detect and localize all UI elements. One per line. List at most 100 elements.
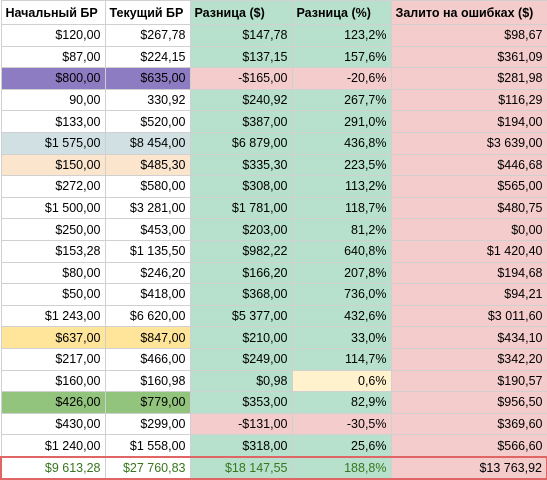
- cell-lost[interactable]: $446,68: [390, 153, 547, 177]
- cell-pct[interactable]: 25,6%: [291, 434, 392, 458]
- total-current[interactable]: $27 760,83: [104, 455, 191, 480]
- cell-diff[interactable]: -$131,00: [189, 412, 293, 436]
- cell-start[interactable]: $1 240,00: [0, 434, 106, 458]
- header-lost-on-errors[interactable]: Залито на ошибках ($): [390, 0, 547, 25]
- total-diff[interactable]: $18 147,55: [189, 455, 293, 480]
- cell-start[interactable]: $153,28: [0, 239, 106, 263]
- cell-diff[interactable]: -$165,00: [189, 67, 293, 90]
- cell-lost[interactable]: $566,60: [390, 434, 547, 458]
- cell-pct[interactable]: 207,8%: [291, 261, 392, 285]
- cell-lost[interactable]: $342,20: [390, 347, 547, 371]
- cell-start[interactable]: $637,00: [0, 326, 106, 349]
- cell-current[interactable]: $160,98: [104, 369, 191, 393]
- cell-diff[interactable]: $166,20: [189, 261, 293, 285]
- cell-start[interactable]: $80,00: [0, 261, 106, 285]
- cell-current[interactable]: $580,00: [104, 175, 191, 198]
- cell-pct[interactable]: 736,0%: [291, 283, 392, 306]
- cell-pct[interactable]: 291,0%: [291, 110, 392, 133]
- cell-start[interactable]: $120,00: [0, 24, 106, 47]
- cell-pct[interactable]: 157,6%: [291, 45, 392, 69]
- cell-current[interactable]: $418,00: [104, 283, 191, 306]
- cell-diff[interactable]: $318,00: [189, 434, 293, 458]
- cell-pct[interactable]: 436,8%: [291, 131, 392, 155]
- cell-diff[interactable]: $368,00: [189, 283, 293, 306]
- cell-start[interactable]: $1 500,00: [0, 196, 106, 220]
- cell-current[interactable]: $1 558,00: [104, 434, 191, 458]
- cell-pct[interactable]: 640,8%: [291, 239, 392, 263]
- cell-lost[interactable]: $3 639,00: [390, 131, 547, 155]
- cell-lost[interactable]: $194,00: [390, 110, 547, 133]
- cell-pct[interactable]: 118,7%: [291, 196, 392, 220]
- cell-pct[interactable]: 267,7%: [291, 88, 392, 112]
- cell-lost[interactable]: $281,98: [390, 67, 547, 90]
- cell-lost[interactable]: $3 011,60: [390, 304, 547, 328]
- cell-diff[interactable]: $1 781,00: [189, 196, 293, 220]
- cell-current[interactable]: 330,92: [104, 88, 191, 112]
- cell-current[interactable]: $635,00: [104, 67, 191, 90]
- cell-start[interactable]: $426,00: [0, 391, 106, 414]
- cell-current[interactable]: $6 620,00: [104, 304, 191, 328]
- total-start[interactable]: $9 613,28: [0, 455, 106, 480]
- cell-lost[interactable]: $565,00: [390, 175, 547, 198]
- cell-diff[interactable]: $240,92: [189, 88, 293, 112]
- cell-current[interactable]: $3 281,00: [104, 196, 191, 220]
- cell-current[interactable]: $224,15: [104, 45, 191, 69]
- cell-pct[interactable]: 223,5%: [291, 153, 392, 177]
- cell-lost[interactable]: $190,57: [390, 369, 547, 393]
- cell-start[interactable]: $800,00: [0, 67, 106, 90]
- cell-start[interactable]: $217,00: [0, 347, 106, 371]
- cell-start[interactable]: $272,00: [0, 175, 106, 198]
- header-difference-pct[interactable]: Разница (%): [291, 0, 392, 25]
- cell-diff[interactable]: $6 879,00: [189, 131, 293, 155]
- cell-pct[interactable]: -20,6%: [291, 67, 392, 90]
- cell-lost[interactable]: $369,60: [390, 412, 547, 436]
- cell-diff[interactable]: $387,00: [189, 110, 293, 133]
- cell-lost[interactable]: $194,68: [390, 261, 547, 285]
- cell-diff[interactable]: $5 377,00: [189, 304, 293, 328]
- cell-lost[interactable]: $1 420,40: [390, 239, 547, 263]
- cell-pct[interactable]: 81,2%: [291, 218, 392, 241]
- cell-pct[interactable]: 113,2%: [291, 175, 392, 198]
- cell-pct[interactable]: 0,6%: [291, 369, 392, 393]
- cell-pct[interactable]: 123,2%: [291, 24, 392, 47]
- cell-current[interactable]: $466,00: [104, 347, 191, 371]
- cell-diff[interactable]: $147,78: [189, 24, 293, 47]
- cell-diff[interactable]: $137,15: [189, 45, 293, 69]
- cell-diff[interactable]: $353,00: [189, 391, 293, 414]
- cell-lost[interactable]: $434,10: [390, 326, 547, 349]
- cell-start[interactable]: $430,00: [0, 412, 106, 436]
- cell-lost[interactable]: $956,50: [390, 391, 547, 414]
- cell-pct[interactable]: 82,9%: [291, 391, 392, 414]
- cell-start[interactable]: $250,00: [0, 218, 106, 241]
- cell-diff[interactable]: $249,00: [189, 347, 293, 371]
- cell-diff[interactable]: $0,98: [189, 369, 293, 393]
- cell-lost[interactable]: $361,09: [390, 45, 547, 69]
- cell-start[interactable]: $1 575,00: [0, 131, 106, 155]
- cell-start[interactable]: 90,00: [0, 88, 106, 112]
- cell-lost[interactable]: $480,75: [390, 196, 547, 220]
- total-lost[interactable]: $13 763,92: [390, 455, 547, 480]
- cell-pct[interactable]: 33,0%: [291, 326, 392, 349]
- cell-start[interactable]: $133,00: [0, 110, 106, 133]
- header-start-balance[interactable]: Начальный БР: [0, 0, 106, 25]
- cell-start[interactable]: $87,00: [0, 45, 106, 69]
- cell-start[interactable]: $1 243,00: [0, 304, 106, 328]
- cell-lost[interactable]: $98,67: [390, 24, 547, 47]
- cell-lost[interactable]: $116,29: [390, 88, 547, 112]
- cell-lost[interactable]: $94,21: [390, 283, 547, 306]
- header-current-balance[interactable]: Текущий БР: [104, 0, 191, 25]
- cell-pct[interactable]: 114,7%: [291, 347, 392, 371]
- cell-current[interactable]: $1 135,50: [104, 239, 191, 263]
- cell-current[interactable]: $779,00: [104, 391, 191, 414]
- cell-current[interactable]: $246,20: [104, 261, 191, 285]
- header-difference-usd[interactable]: Разница ($): [189, 0, 293, 25]
- cell-start[interactable]: $160,00: [0, 369, 106, 393]
- cell-pct[interactable]: -30,5%: [291, 412, 392, 436]
- cell-current[interactable]: $267,78: [104, 24, 191, 47]
- cell-lost[interactable]: $0,00: [390, 218, 547, 241]
- cell-pct[interactable]: 432,6%: [291, 304, 392, 328]
- cell-start[interactable]: $50,00: [0, 283, 106, 306]
- total-pct[interactable]: 188,8%: [291, 455, 392, 480]
- cell-current[interactable]: $485,30: [104, 153, 191, 177]
- cell-diff[interactable]: $982,22: [189, 239, 293, 263]
